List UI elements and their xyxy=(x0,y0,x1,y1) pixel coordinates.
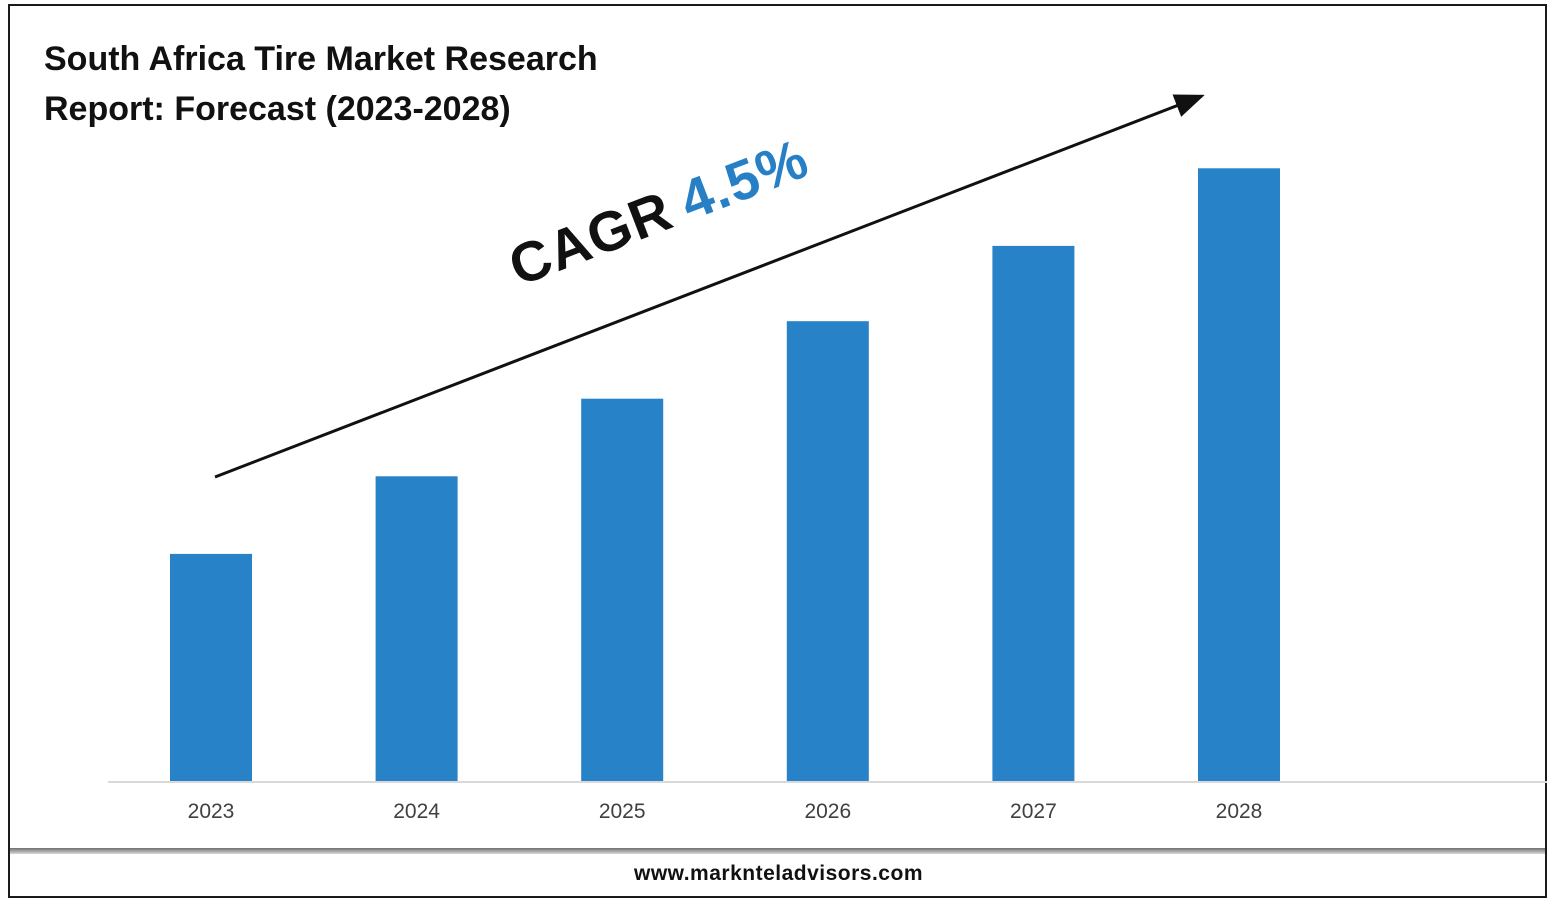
footer-divider xyxy=(10,848,1545,854)
cagr-trend-arrow xyxy=(214,94,1205,479)
website-url: www.marknteladvisors.com xyxy=(634,862,923,885)
bar-2023 xyxy=(170,553,252,782)
bar-2027 xyxy=(992,245,1075,782)
x-tick-label-2023: 2023 xyxy=(188,800,235,823)
bar-2024 xyxy=(375,476,458,782)
bars-group xyxy=(170,168,1280,783)
chart-frame xyxy=(8,4,1547,898)
bar-2025 xyxy=(581,398,664,782)
x-tick-label-2027: 2027 xyxy=(1010,800,1057,823)
bar-2028 xyxy=(1198,168,1280,783)
x-tick-label-2026: 2026 xyxy=(804,800,851,823)
chart-title: South Africa Tire Market Research Report… xyxy=(44,40,598,128)
x-tick-label-2028: 2028 xyxy=(1216,800,1263,823)
bar-2026 xyxy=(786,321,869,782)
x-axis-tick-labels: 2023 2024 2025 2026 2027 2028 xyxy=(188,800,1263,823)
x-tick-label-2025: 2025 xyxy=(599,800,646,823)
x-tick-label-2024: 2024 xyxy=(393,800,440,823)
